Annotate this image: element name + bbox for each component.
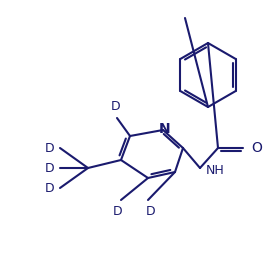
- Text: D: D: [111, 100, 121, 113]
- Text: O: O: [251, 141, 262, 155]
- Text: NH: NH: [206, 164, 225, 177]
- Text: D: D: [113, 205, 123, 218]
- Text: D: D: [44, 162, 54, 174]
- Text: D: D: [44, 141, 54, 154]
- Text: D: D: [146, 205, 156, 218]
- Text: N: N: [159, 122, 171, 136]
- Text: D: D: [44, 182, 54, 195]
